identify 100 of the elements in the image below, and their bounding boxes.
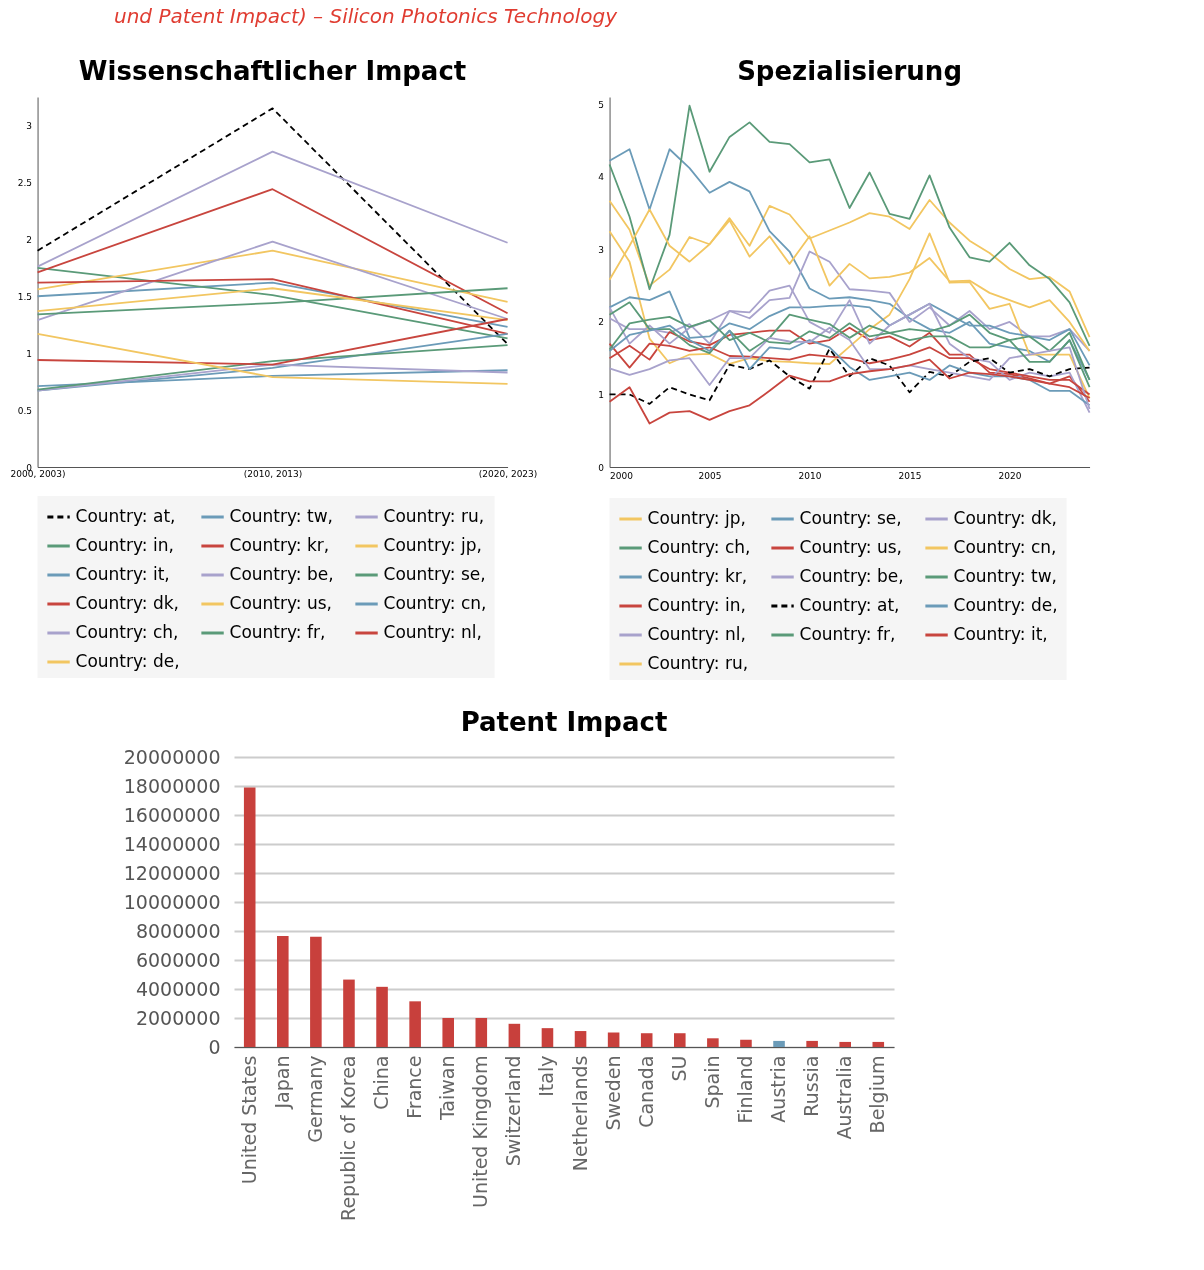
- x-tick-label: Netherlands: [568, 1055, 591, 1172]
- legend-label: Country: us,: [799, 537, 903, 557]
- line-series: [608, 104, 1091, 347]
- legend-label: Country: at,: [799, 595, 900, 615]
- y-tick-label: 4: [598, 172, 605, 183]
- bar: [607, 1032, 620, 1047]
- y-tick-label: 2: [598, 317, 605, 328]
- bar: [442, 1018, 454, 1047]
- legend-label: Country: jp,: [383, 535, 482, 555]
- y-tick-label: 8000000: [135, 919, 221, 942]
- legend-label: Country: se,: [383, 564, 486, 584]
- y-tick-label: 2.5: [17, 177, 33, 188]
- bar: [740, 1039, 752, 1047]
- text: und Patent Impact) – Silicon Photonics Technology: [114, 4, 619, 28]
- y-tick-label: 10000000: [123, 890, 221, 913]
- legend-label: Country: in,: [647, 595, 746, 615]
- y-tick-label: 6000000: [135, 948, 221, 971]
- x-tick-label: Japan: [270, 1055, 293, 1110]
- legend-label: Country: kr,: [647, 566, 748, 586]
- chart-title: Patent Impact: [460, 707, 668, 737]
- bar: [707, 1038, 719, 1047]
- legend-label: Country: at,: [75, 506, 176, 526]
- y-tick-label: 2000000: [135, 1006, 221, 1029]
- legend-label: Country: ch,: [647, 537, 751, 557]
- legend-label: Country: it,: [75, 564, 170, 584]
- legend-label: Country: tw,: [229, 506, 333, 526]
- y-tick-label: 16000000: [123, 803, 221, 826]
- line-series: [608, 148, 1091, 381]
- legend-label: Country: de,: [953, 595, 1058, 615]
- legend-label: Country: fr,: [799, 624, 896, 644]
- y-tick-label: 5: [598, 99, 605, 110]
- bar: [773, 1040, 785, 1047]
- x-tick-label: France: [403, 1055, 426, 1119]
- x-tick-label: Russia: [800, 1055, 823, 1117]
- bar: [475, 1018, 488, 1047]
- legend-label: Country: se,: [799, 508, 902, 528]
- legend-label: Country: be,: [799, 566, 904, 586]
- bar: [277, 936, 289, 1047]
- x-tick-label: Canada: [634, 1055, 657, 1128]
- y-tick-label: 18000000: [123, 774, 221, 797]
- y-tick-label: 1: [598, 389, 605, 400]
- x-tick-label: 2005: [698, 470, 722, 481]
- x-tick-label: Taiwan: [436, 1055, 459, 1122]
- x-tick-label: Austria: [767, 1055, 790, 1123]
- y-tick-label: 1: [26, 348, 33, 359]
- x-tick-label: Republic of Korea: [336, 1055, 359, 1221]
- x-tick-label: SU: [667, 1055, 690, 1082]
- x-tick-label: 2015: [898, 470, 922, 481]
- x-tick-label: United States: [237, 1055, 260, 1185]
- x-tick-label: Sweden: [601, 1055, 624, 1131]
- legend-label: Country: fr,: [229, 622, 326, 642]
- bar: [640, 1033, 653, 1047]
- x-tick-label: Australia: [833, 1055, 856, 1140]
- legend-label: Country: dk,: [75, 593, 180, 613]
- y-tick-label: 14000000: [123, 832, 221, 855]
- x-tick-label: Finland: [733, 1055, 756, 1124]
- x-tick-label: 2010: [798, 470, 822, 481]
- bar: [409, 1001, 421, 1047]
- y-tick-label: 2: [26, 234, 33, 245]
- legend-label: Country: kr,: [229, 535, 330, 555]
- legend-label: Country: in,: [75, 535, 174, 555]
- bar: [310, 936, 322, 1047]
- legend-label: Country: de,: [75, 651, 180, 671]
- x-tick-label: Spain: [700, 1055, 723, 1109]
- chart-title: Spezialisierung: [737, 56, 962, 86]
- bar: [806, 1040, 818, 1047]
- bar: [376, 986, 388, 1047]
- y-tick-label: 3: [26, 120, 33, 131]
- legend-label: Country: ru,: [647, 653, 749, 673]
- legend-label: Country: it,: [953, 624, 1048, 644]
- legend-label: Country: nl,: [383, 622, 482, 642]
- bar: [541, 1028, 554, 1047]
- y-tick-label: 0.5: [17, 405, 33, 416]
- x-tick-label: Switzerland: [502, 1055, 525, 1167]
- bar: [574, 1031, 587, 1047]
- y-tick-label: 4000000: [135, 977, 221, 1000]
- bar: [839, 1041, 851, 1047]
- bar: [872, 1041, 885, 1047]
- y-tick-label: 1.5: [17, 291, 33, 302]
- chart-title: Wissenschaftlicher Impact: [78, 56, 467, 86]
- line-series: [608, 347, 1091, 405]
- x-tick-label: China: [370, 1055, 393, 1110]
- x-tick-label: (2020, 2023): [478, 468, 538, 479]
- y-tick-label: 12000000: [123, 861, 221, 884]
- x-tick-label: United Kingdom: [469, 1055, 492, 1209]
- bar: [674, 1033, 686, 1047]
- x-tick-label: Germany: [303, 1055, 326, 1143]
- legend-label: Country: be,: [229, 564, 334, 584]
- y-tick-label: 20000000: [123, 745, 221, 768]
- bar: [243, 787, 256, 1047]
- y-tick-label: 0: [598, 462, 605, 473]
- x-tick-label: 2020: [998, 470, 1022, 481]
- legend-label: Country: nl,: [647, 624, 746, 644]
- y-tick-label: 3: [598, 244, 605, 255]
- x-tick-label: Italy: [535, 1055, 558, 1097]
- legend-label: Country: jp,: [647, 508, 746, 528]
- y-tick-label: 0: [208, 1035, 221, 1058]
- legend-label: Country: ru,: [383, 506, 485, 526]
- legend-label: Country: us,: [229, 593, 333, 613]
- bar: [508, 1023, 521, 1047]
